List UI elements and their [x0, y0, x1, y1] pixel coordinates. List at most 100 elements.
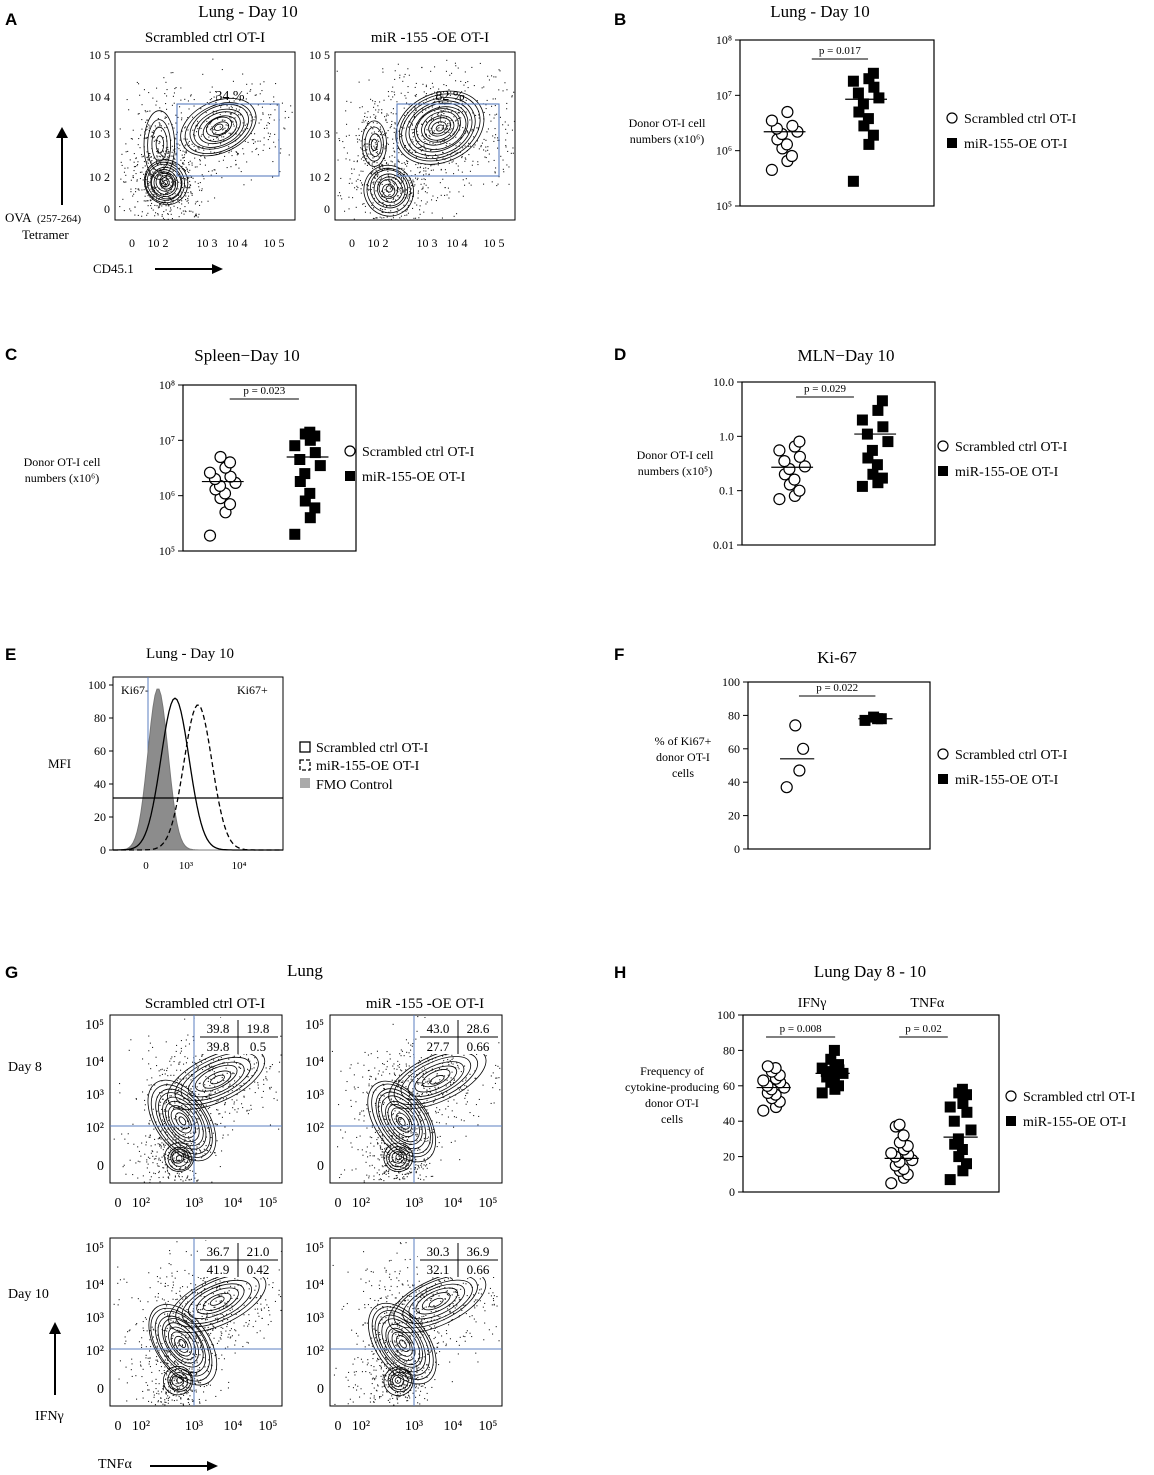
- panel-g-flow-plot-event-dot: [384, 1171, 386, 1173]
- panel-g-flow-plot-event-dot: [219, 1287, 221, 1289]
- panel-g-flow-plot-event-dot: [452, 1057, 454, 1059]
- panel-g-flow-plot-event-dot: [179, 1078, 181, 1080]
- panel-a-flow-plot-event-dot: [391, 178, 393, 180]
- panel-g-flow-plot-event-dot: [248, 1059, 250, 1061]
- panel-g-flow-plot-event-dot: [260, 1303, 262, 1305]
- panel-g-flow-plot-event-dot: [189, 1160, 191, 1162]
- panel-a-flow-plot-event-dot: [379, 134, 381, 136]
- panel-g-flow-plot-event-dot: [216, 1109, 218, 1111]
- panel-g-flow-plot-event-dot: [187, 1057, 189, 1059]
- panel-g-flow-plot-event-dot: [199, 1150, 201, 1152]
- legend-marker-open-circle: [937, 440, 949, 452]
- panel-g-flow-plot-event-dot: [184, 1140, 186, 1142]
- panel-a-flow-plot-event-dot: [267, 132, 269, 134]
- y-axis-label: Donor OT-I cell numbers (x10⁶): [629, 116, 707, 146]
- panel-a-flow-plot-event-dot: [379, 216, 381, 218]
- panel-a-flow-plot-event-dot: [262, 149, 264, 151]
- panel-g-flow-plot-event-dot: [192, 1148, 194, 1150]
- data-point-filled-square: [816, 1062, 828, 1074]
- panel-a-flow-plot-event-dot: [497, 147, 499, 149]
- panel-g-flow-plot-event-dot: [201, 1318, 203, 1320]
- panel-a-flow-plot-event-dot: [429, 130, 431, 132]
- panel-g-flow-plot-event-dot: [494, 1082, 496, 1084]
- panel-a-flow-plot-event-dot: [257, 154, 259, 156]
- panel-g-flow-plot-event-dot: [260, 1295, 262, 1297]
- panel-a-flow-plot-event-dot: [240, 171, 242, 173]
- panel-g-flow-plot-event-dot: [402, 1080, 404, 1082]
- panel-g-flow-plot-event-dot: [210, 1332, 212, 1334]
- panel-a-flow-plot-event-dot: [397, 63, 399, 65]
- panel-a-flow-plot-event-dot: [244, 128, 246, 130]
- panel-g-flow-plot-event-dot: [378, 1115, 380, 1117]
- panel-g-flow-plot-event-dot: [453, 1082, 455, 1084]
- panel-g-flow-plot-event-dot: [161, 1298, 163, 1300]
- panel-a-flow-plot-event-dot: [173, 162, 175, 164]
- panel-a-flow-plot-event-dot: [229, 113, 231, 115]
- panel-g-flow-plot-event-dot: [369, 1152, 371, 1154]
- panel-g-flow-plot-event-dot: [388, 1158, 390, 1160]
- panel-g-flow-plot-event-dot: [219, 1091, 221, 1093]
- panel-g-flow-plot-event-dot: [183, 1316, 185, 1318]
- panel-g-flow-plot-event-dot: [160, 1101, 162, 1103]
- panel-a-col-label: miR -155 -OE OT-I: [371, 30, 489, 46]
- panel-g-flow-plot-event-dot: [234, 1109, 236, 1111]
- panel-g-flow-plot-event-dot: [160, 1145, 162, 1147]
- panel-g-flow-plot-event-dot: [160, 1366, 162, 1368]
- panel-a-flow-plot-event-dot: [375, 171, 377, 173]
- panel-a-flow-plot-event-dot: [437, 156, 439, 158]
- panel-a-flow-plot-event-dot: [384, 116, 386, 118]
- panel-a-flow-plot-event-dot: [507, 150, 509, 152]
- panel-g-flow-plot-event-dot: [436, 1121, 438, 1123]
- panel-g-flow-plot-event-dot: [164, 1401, 166, 1403]
- panel-a-flow-plot-event-dot: [232, 121, 234, 123]
- panel-g-flow-plot-event-dot: [427, 1126, 429, 1128]
- panel-a-flow-plot-event-dot: [428, 134, 430, 136]
- panel-g-flow-plot-event-dot: [458, 1068, 460, 1070]
- panel-g-flow-plot-event-dot: [147, 1163, 149, 1165]
- panel-g-flow-plot-event-dot: [383, 1115, 385, 1117]
- panel-a-flow-plot-event-dot: [492, 98, 494, 100]
- legend-marker-gray-square: [300, 778, 310, 788]
- panel-g-flow-plot-event-dot: [280, 1250, 282, 1252]
- panel-g-flow-plot-event-dot: [403, 1055, 405, 1057]
- panel-g-flow-plot-event-dot: [205, 1104, 207, 1106]
- panel-g-flow-plot-event-dot: [229, 1337, 231, 1339]
- panel-a-flow-plot-event-dot: [438, 88, 440, 90]
- panel-a-flow-plot-event-dot: [165, 185, 167, 187]
- panel-a-flow-plot-event-dot: [175, 138, 177, 140]
- panel-a-flow-plot-event-dot: [401, 135, 403, 137]
- panel-a-flow-plot-event-dot: [179, 106, 181, 108]
- panel-g-flow-plot-event-dot: [178, 1160, 180, 1162]
- panel-a-flow-plot-event-dot: [390, 201, 392, 203]
- panel-g-flow-plot-event-dot: [137, 1146, 139, 1148]
- panel-g-flow-plot-event-dot: [450, 1077, 452, 1079]
- panel-g-y-tick: 10⁴: [85, 1055, 104, 1070]
- panel-g-flow-plot-event-dot: [217, 1295, 219, 1297]
- panel-g-flow-plot-event-dot: [142, 1397, 144, 1399]
- panel-g-flow-plot-event-dot: [396, 1165, 398, 1167]
- panel-a-flow-plot-event-dot: [364, 155, 366, 157]
- panel-a-flow-plot-event-dot: [158, 206, 160, 208]
- panel-a-flow-plot-event-dot: [164, 185, 166, 187]
- panel-g-flow-plot-event-dot: [231, 1313, 233, 1315]
- panel-g-flow-plot-event-dot: [242, 1346, 244, 1348]
- panel-g-y-tick: 10⁵: [85, 1018, 104, 1033]
- panel-g-flow-plot-event-dot: [151, 1077, 153, 1079]
- panel-g-flow-plot-event-dot: [254, 1092, 256, 1094]
- panel-g-flow-plot-event-dot: [217, 1081, 219, 1083]
- panel-g-flow-plot-event-dot: [391, 1114, 393, 1116]
- panel-g-flow-plot-event-dot: [186, 1156, 188, 1158]
- panel-g-flow-plot-event-dot: [140, 1155, 142, 1157]
- panel-a-flow-plot-event-dot: [167, 213, 169, 215]
- panel-g-flow-plot-event-dot: [166, 1067, 168, 1069]
- panel-a-flow-plot-event-dot: [262, 112, 264, 114]
- panel-a-flow-plot-event-dot: [484, 156, 486, 158]
- data-point-filled-square: [299, 495, 311, 507]
- panel-g-flow-plot-event-dot: [362, 1092, 364, 1094]
- panel-g-flow-plot-event-dot: [427, 1157, 429, 1159]
- panel-g-flow-plot-event-dot: [391, 1160, 393, 1162]
- panel-a-flow-plot-event-dot: [406, 209, 408, 211]
- panel-g-flow-plot-event-dot: [211, 1343, 213, 1345]
